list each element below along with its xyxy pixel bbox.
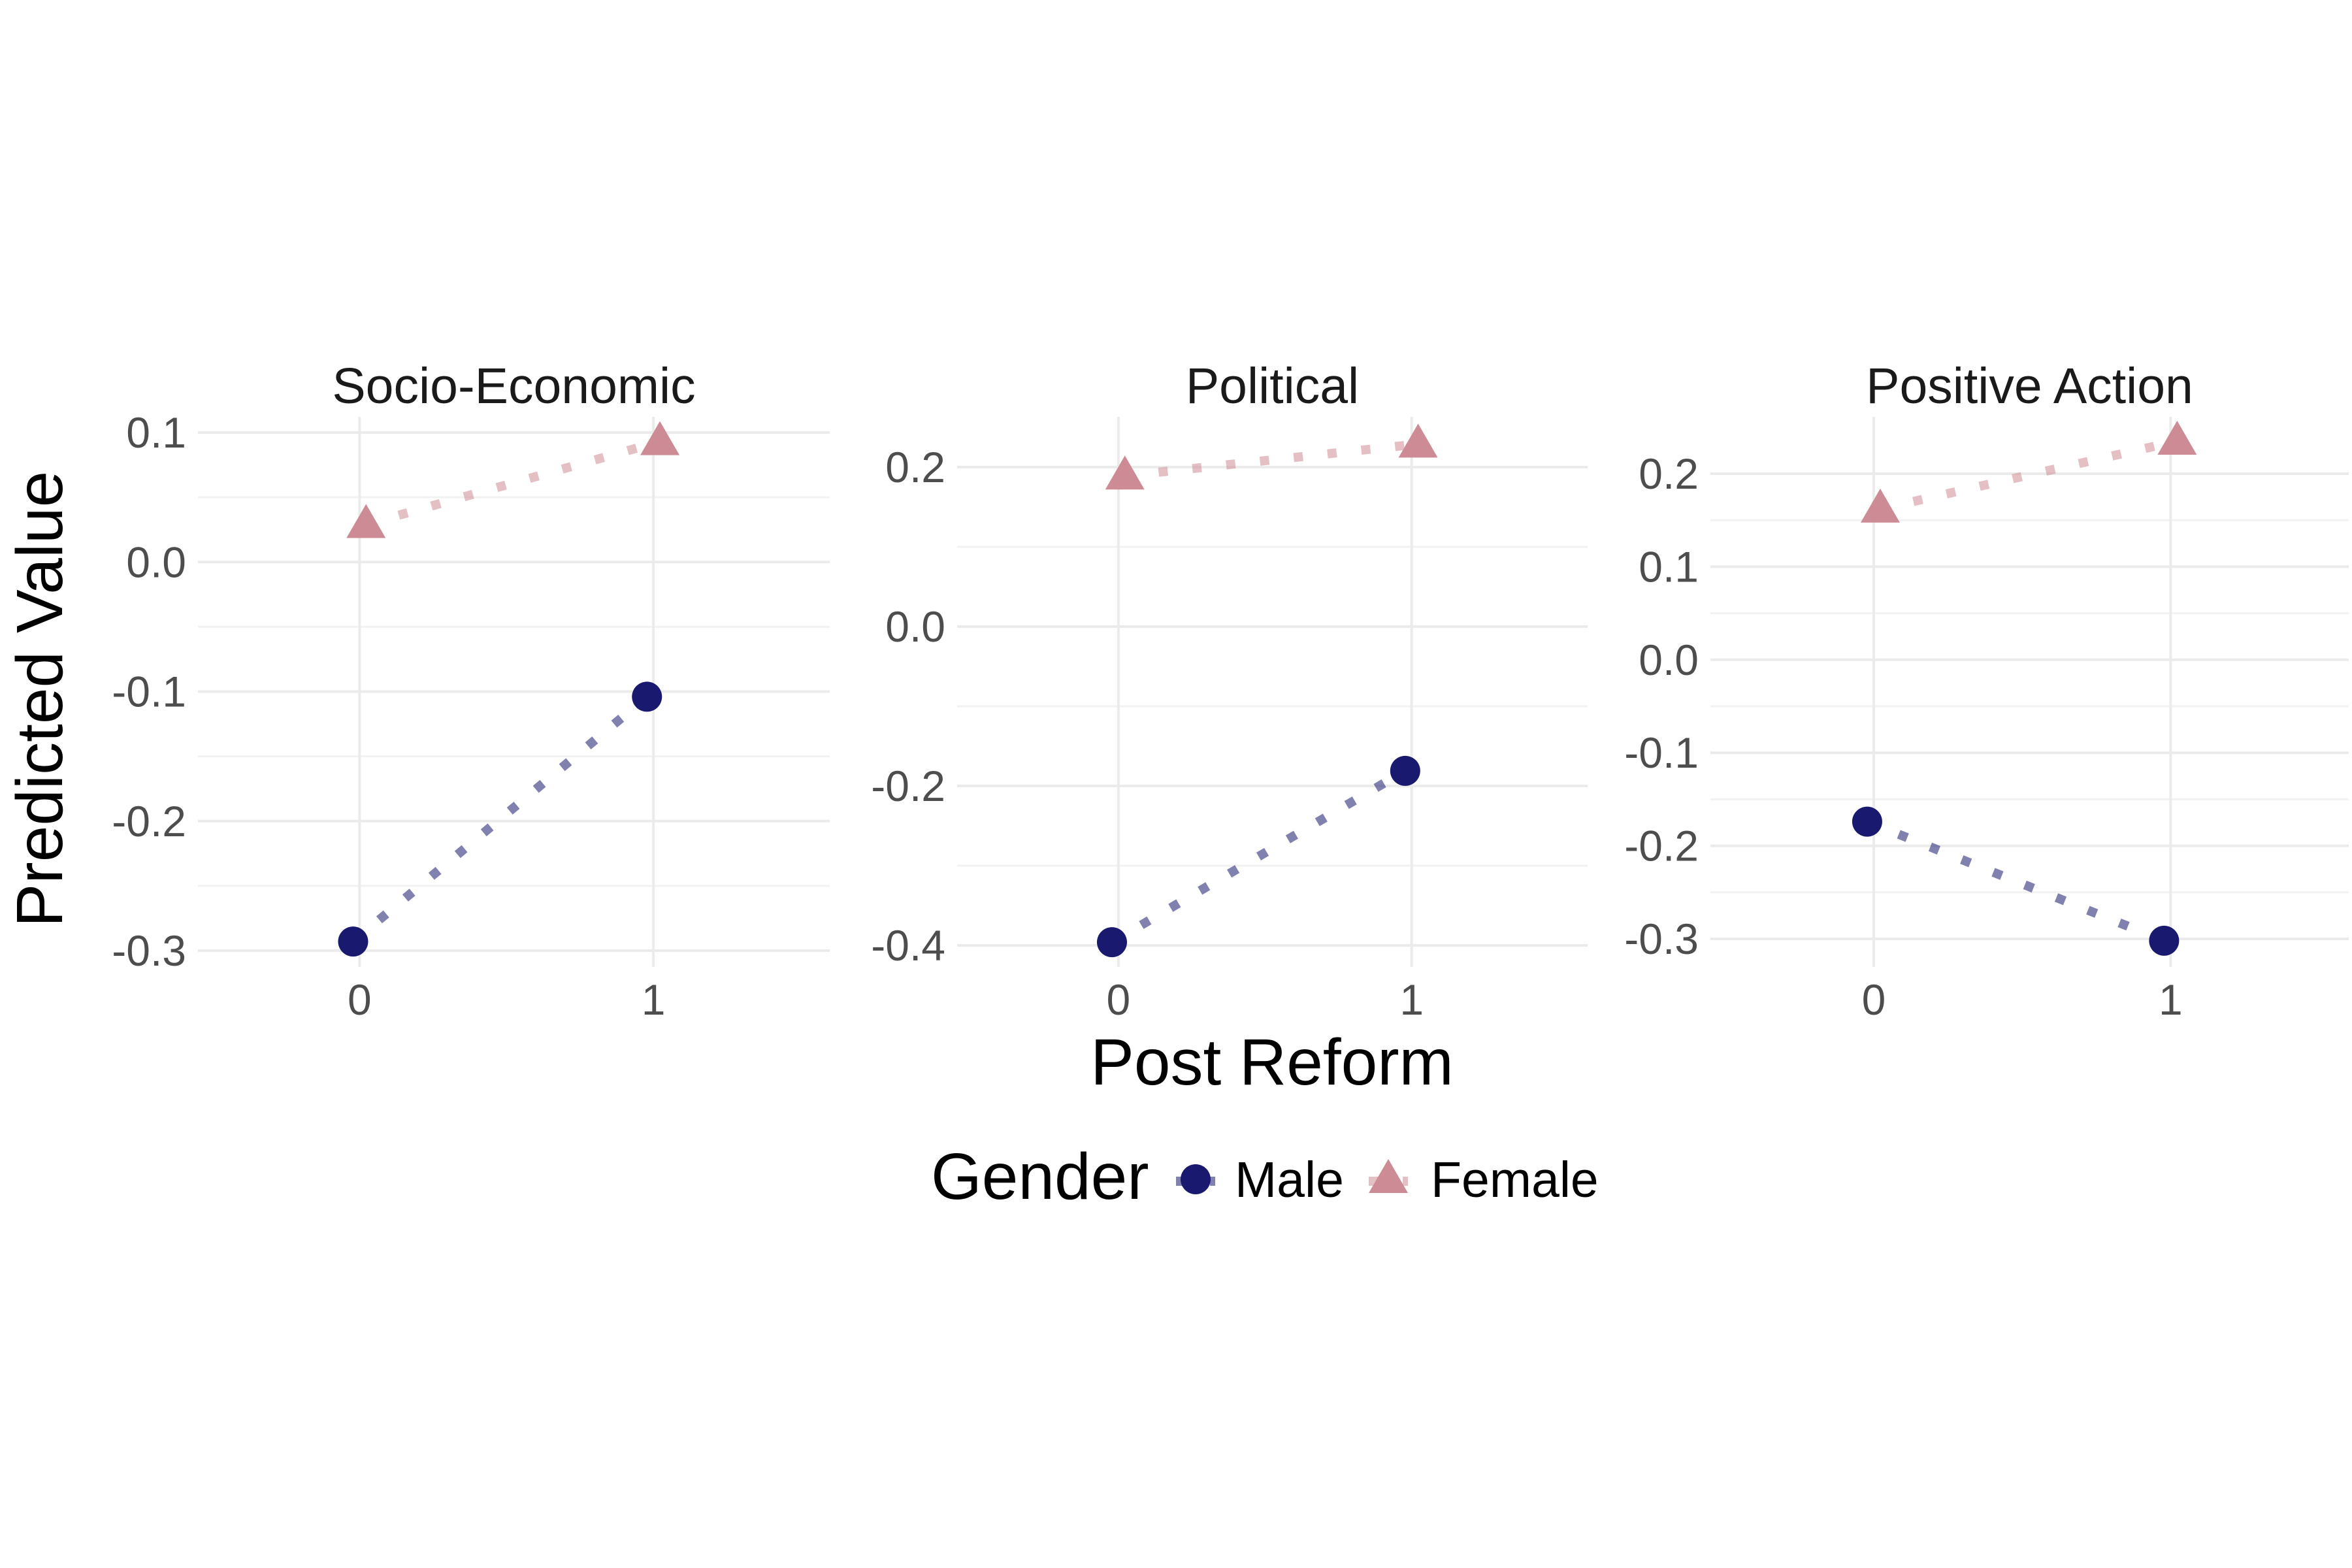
y-tick-label: 0.1 <box>126 408 186 457</box>
y-tick-label: -0.1 <box>1624 728 1699 777</box>
y-tick-label: -0.3 <box>1624 915 1699 963</box>
legend-title: Gender <box>931 1140 1149 1213</box>
legend-marker-female <box>1369 1159 1408 1193</box>
y-tick-label: 0.0 <box>126 538 186 586</box>
series-line-female <box>1879 436 2178 514</box>
legend-label-male: Male <box>1235 1152 1344 1208</box>
y-tick-label: 0.0 <box>1639 636 1699 684</box>
data-point-female <box>640 421 680 455</box>
data-point-male <box>1390 755 1420 786</box>
y-axis-title: Predicted Value <box>3 471 76 928</box>
panel-1: -0.4 -0.2 0.0 0.2 0 1 Political <box>871 358 1588 1024</box>
y-tick-label: -0.2 <box>1624 822 1699 870</box>
series-line-male <box>1865 817 2166 945</box>
panel-title: Political <box>1186 358 1359 414</box>
panel-0: -0.3 -0.2 -0.1 0.0 0.1 0 1 Socio-Economic <box>112 358 830 1024</box>
series-line-male <box>350 693 650 945</box>
x-tick-label: 0 <box>1862 975 1886 1024</box>
legend-key-female <box>1369 1159 1408 1193</box>
x-tick-label: 0 <box>1107 975 1131 1024</box>
data-point-male <box>1096 927 1127 958</box>
y-tick-label: -0.4 <box>871 921 945 970</box>
y-tick-label: -0.3 <box>112 926 186 975</box>
x-axis-title: Post Reform <box>1090 1026 1454 1099</box>
data-point-female <box>2157 420 2197 455</box>
x-tick-label: 1 <box>2159 975 2183 1024</box>
data-point-male <box>1852 806 1882 837</box>
panel-title: Socio-Economic <box>332 358 695 414</box>
data-point-male <box>338 926 368 957</box>
legend-key-male <box>1176 1164 1215 1194</box>
series-line-female <box>1124 439 1419 481</box>
y-tick-label: -0.1 <box>112 668 186 716</box>
legend-marker-male <box>1181 1164 1211 1194</box>
data-point-female <box>1105 455 1145 490</box>
y-tick-label: 0.2 <box>1639 449 1699 498</box>
x-tick-label: 1 <box>1399 975 1424 1024</box>
y-tick-label: -0.2 <box>112 797 186 845</box>
panel-title: Positive Action <box>1866 358 2193 414</box>
chart-panels: -0.3-0.2-0.10.00.10 1Socio-Economic-0.4-0… <box>112 358 2349 1024</box>
series-line-female <box>365 437 661 529</box>
data-point-male <box>632 681 662 712</box>
data-point-male <box>2149 925 2180 956</box>
data-point-female <box>1398 423 1438 458</box>
x-tick-label: 0 <box>348 975 372 1024</box>
legend-label-female: Female <box>1431 1152 1599 1208</box>
data-point-female <box>1860 488 1900 523</box>
legend: Gender Male Female <box>931 1140 1599 1213</box>
y-tick-label: 0.1 <box>1639 542 1699 591</box>
y-tick-label: 0.2 <box>885 443 945 491</box>
series-line-male <box>1109 766 1408 947</box>
panel-2: -0.3 -0.2 -0.1 0.0 0.1 0.2 0 1 Positive Action <box>1624 358 2349 1024</box>
x-tick-label: 1 <box>642 975 666 1024</box>
y-tick-label: 0.0 <box>885 602 945 651</box>
data-point-female <box>346 504 386 538</box>
y-tick-label: -0.2 <box>871 762 945 810</box>
